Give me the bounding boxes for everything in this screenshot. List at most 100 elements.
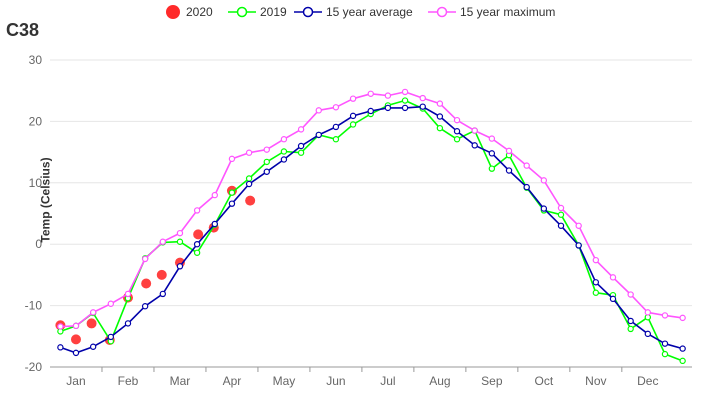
data-point-15-year-average	[644, 330, 652, 338]
x-tick-label-jul: Jul	[380, 374, 395, 388]
data-point-2019	[176, 238, 184, 245]
data-point-15-year-average	[141, 303, 149, 310]
series-15-year-average	[57, 103, 686, 357]
data-point-2020	[86, 318, 97, 329]
data-point-2019	[436, 124, 444, 132]
data-point-15-year-average	[679, 345, 686, 352]
data-point-15-year-maximum	[107, 300, 115, 307]
data-point-15-year-average	[332, 123, 340, 131]
data-point-15-year-average	[72, 349, 80, 357]
legend-marker-line-icon	[228, 6, 256, 18]
legend-item-2019[interactable]: 2019	[228, 3, 287, 21]
data-point-2019	[349, 121, 357, 128]
data-point-15-year-average	[57, 344, 64, 351]
legend-item-2020[interactable]: 2020	[164, 3, 213, 21]
data-point-15-year-maximum	[384, 92, 392, 99]
data-point-15-year-average	[159, 290, 167, 298]
data-point-15-year-maximum	[332, 104, 340, 111]
data-point-15-year-average	[297, 142, 305, 150]
data-point-15-year-maximum	[540, 177, 548, 184]
data-point-2020	[156, 269, 167, 280]
x-tick-label-jun: Jun	[326, 374, 345, 388]
series-layer	[55, 88, 686, 365]
data-point-15-year-maximum	[453, 116, 461, 124]
data-point-2019	[280, 148, 288, 155]
data-point-2019	[332, 136, 340, 143]
data-point-15-year-maximum	[401, 88, 409, 96]
data-point-15-year-maximum	[679, 314, 686, 322]
data-point-15-year-average	[609, 295, 617, 303]
data-point-15-year-average	[575, 242, 582, 249]
data-point-15-year-maximum	[141, 255, 149, 263]
data-point-15-year-average	[557, 222, 565, 229]
x-tick-label-aug: Aug	[429, 374, 450, 388]
legend-marker-dot-icon	[166, 5, 180, 19]
data-point-2019	[193, 249, 201, 256]
data-point-15-year-maximum	[89, 309, 97, 316]
data-point-15-year-maximum	[644, 309, 652, 316]
data-point-15-year-maximum	[488, 135, 496, 142]
data-point-2019	[245, 175, 253, 182]
series-line-2019	[60, 99, 683, 362]
data-point-15-year-average	[436, 113, 444, 120]
data-point-15-year-maximum	[263, 146, 270, 153]
data-point-15-year-average	[107, 333, 115, 341]
data-point-2019	[401, 97, 409, 104]
data-point-2020	[193, 229, 204, 240]
data-point-2019	[557, 211, 565, 218]
data-point-15-year-average	[176, 263, 184, 270]
series-15-year-maximum	[57, 88, 686, 330]
data-point-2019	[627, 325, 634, 333]
x-tick-label-jan: Jan	[66, 374, 85, 388]
legend: 2020 2019 15 year average 15 year maximu…	[0, 0, 726, 24]
data-point-2019	[228, 189, 236, 196]
data-point-2019	[592, 289, 600, 296]
y-axis-label: Temp (Celsius)	[38, 157, 53, 243]
x-tick-label-apr: Apr	[223, 374, 242, 388]
legend-item-15-year-maximum[interactable]: 15 year maximum	[428, 3, 555, 21]
data-point-15-year-maximum	[575, 222, 582, 229]
data-point-15-year-average	[263, 168, 270, 175]
data-point-15-year-maximum	[176, 229, 184, 237]
data-point-15-year-average	[540, 205, 548, 212]
data-point-15-year-maximum	[419, 94, 426, 102]
data-point-15-year-maximum	[367, 90, 374, 97]
legend-item-15-year-average[interactable]: 15 year average	[294, 3, 413, 21]
y-tick-label: -10	[25, 299, 43, 313]
data-point-15-year-average	[592, 279, 600, 286]
data-point-2019	[488, 165, 496, 172]
data-point-15-year-average	[124, 320, 132, 327]
data-point-15-year-average	[384, 104, 392, 112]
data-point-15-year-average	[471, 142, 478, 149]
data-point-15-year-maximum	[523, 162, 530, 169]
data-point-15-year-average	[453, 128, 461, 135]
series-line-15-year-maximum	[60, 91, 683, 328]
y-tick-label: -20	[25, 360, 43, 374]
data-point-15-year-maximum	[245, 149, 253, 156]
data-point-15-year-average	[228, 200, 236, 207]
data-point-15-year-maximum	[280, 136, 288, 143]
series-2020	[55, 185, 256, 345]
data-point-15-year-maximum	[124, 290, 132, 298]
x-tick-label-sep: Sep	[481, 374, 503, 388]
data-point-15-year-maximum	[505, 147, 513, 155]
data-point-15-year-average	[89, 343, 97, 350]
data-point-15-year-maximum	[297, 126, 305, 133]
data-point-15-year-average	[401, 104, 409, 112]
legend-label-15-year-maximum: 15 year maximum	[460, 5, 556, 19]
data-point-15-year-maximum	[72, 322, 80, 330]
data-point-15-year-maximum	[57, 323, 64, 330]
data-point-2020	[245, 195, 256, 206]
data-point-15-year-average	[627, 317, 634, 325]
x-tick-label-nov: Nov	[585, 374, 606, 388]
series-2019	[57, 97, 686, 365]
gridlines	[50, 59, 692, 307]
data-point-15-year-maximum	[557, 204, 565, 212]
data-point-15-year-maximum	[471, 127, 478, 134]
y-tick-label: 20	[29, 114, 43, 128]
data-point-15-year-average	[193, 240, 201, 248]
data-point-15-year-average	[661, 340, 669, 347]
data-point-15-year-maximum	[349, 95, 357, 102]
x-tick-label-feb: Feb	[118, 374, 139, 388]
